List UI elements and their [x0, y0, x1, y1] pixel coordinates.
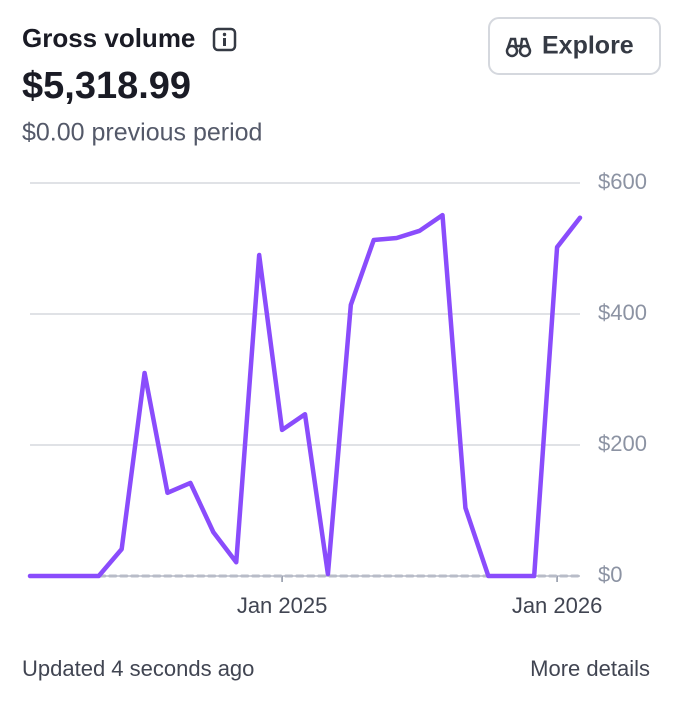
x-tick-label: Jan 2026 [512, 593, 603, 618]
y-tick-label: $400 [598, 300, 647, 325]
updated: Updated 4 seconds ago [22, 656, 254, 681]
y-tick-label: $0 [598, 562, 622, 587]
y-tick-label: $600 [598, 169, 647, 194]
y-tick-label: $200 [598, 431, 647, 456]
previous-period: $0.00 previous period [22, 119, 262, 147]
total: $5,318.99 [22, 65, 191, 107]
button-label[interactable]: Explore [542, 32, 634, 60]
info-icon[interactable] [212, 27, 237, 52]
more-details[interactable]: More details [530, 656, 650, 681]
x-tick-label: Jan 2025 [237, 593, 328, 618]
explore-button[interactable]: Explore [488, 17, 661, 75]
volume-line [27, 212, 583, 579]
title: Gross volume [22, 23, 195, 53]
